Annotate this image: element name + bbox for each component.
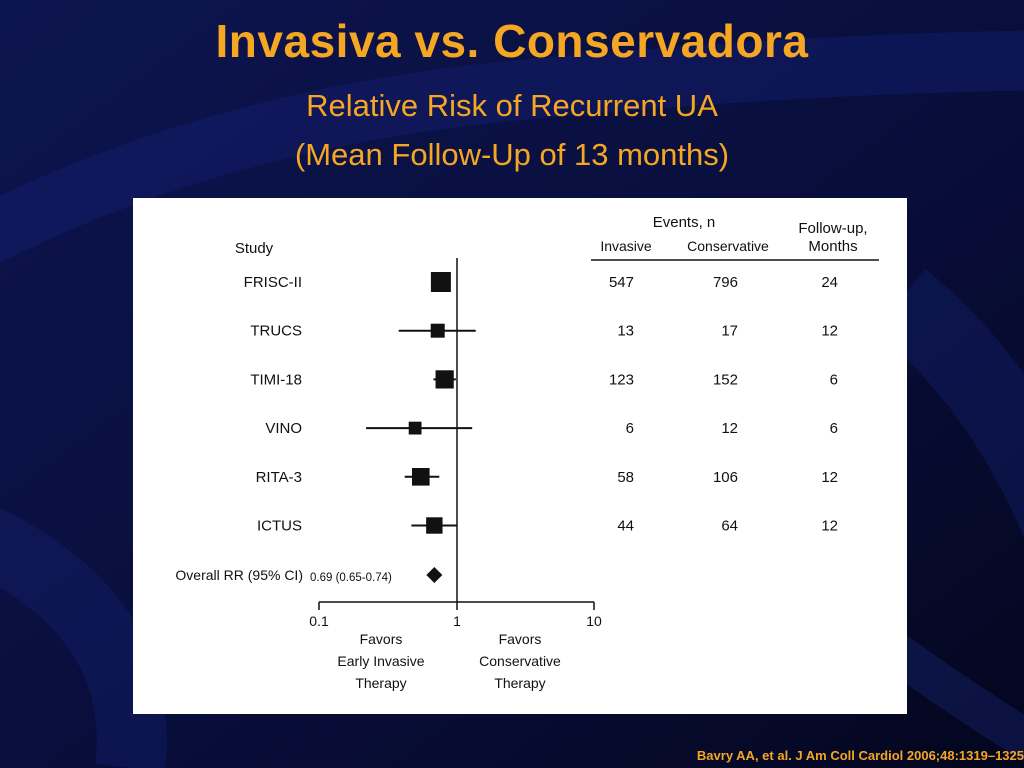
header-followup-2: Months bbox=[808, 238, 857, 255]
header-invasive: Invasive bbox=[600, 238, 652, 254]
followup-trucs: 12 bbox=[821, 323, 838, 340]
study-label-vino: VINO bbox=[265, 420, 302, 437]
slide-title: Invasiva vs. Conservadora bbox=[215, 15, 809, 67]
forest-plot-panel: Study Events, n Invasive Conservative Fo… bbox=[133, 198, 907, 714]
citation: Bavry AA, et al. J Am Coll Cardiol 2006;… bbox=[696, 748, 1024, 763]
point-timi-18 bbox=[435, 370, 454, 389]
point-vino bbox=[408, 421, 422, 435]
study-label-ictus: ICTUS bbox=[257, 518, 302, 535]
point-ictus bbox=[426, 517, 443, 534]
header-events: Events, n bbox=[653, 214, 716, 231]
favors-left-2: Early Invasive bbox=[337, 653, 424, 669]
header-conservative: Conservative bbox=[687, 238, 769, 254]
header-followup-1: Follow-up, bbox=[798, 220, 867, 237]
overall-value-text: 0.69 (0.65-0.74) bbox=[310, 572, 392, 584]
followup-timi-18: 6 bbox=[830, 371, 838, 388]
conservative-ictus: 64 bbox=[721, 518, 738, 535]
invasive-frisc-ii: 547 bbox=[609, 274, 634, 291]
slide-subtitle-line2: (Mean Follow-Up of 13 months) bbox=[294, 137, 730, 172]
followup-frisc-ii: 24 bbox=[821, 274, 838, 291]
invasive-rita-3: 58 bbox=[617, 469, 634, 486]
point-frisc-ii bbox=[430, 272, 451, 292]
conservative-vino: 12 bbox=[721, 420, 738, 437]
invasive-vino: 6 bbox=[626, 420, 634, 437]
conservative-trucs: 17 bbox=[721, 323, 738, 340]
favors-right-1: Favors bbox=[499, 631, 542, 647]
followup-vino: 6 bbox=[830, 420, 838, 437]
point-rita-3 bbox=[411, 468, 430, 486]
conservative-timi-18: 152 bbox=[713, 371, 738, 388]
followup-ictus: 12 bbox=[821, 518, 838, 535]
study-label-frisc-ii: FRISC-II bbox=[244, 274, 302, 291]
favors-left-3: Therapy bbox=[355, 675, 406, 691]
favors-right-2: Conservative bbox=[479, 653, 561, 669]
x-tick-label-1: 1 bbox=[453, 613, 461, 629]
header-study: Study bbox=[235, 240, 274, 257]
x-tick-label-10: 10 bbox=[586, 613, 602, 629]
invasive-trucs: 13 bbox=[617, 323, 634, 340]
overall-diamond bbox=[426, 567, 443, 583]
followup-rita-3: 12 bbox=[821, 469, 838, 486]
point-trucs bbox=[430, 323, 445, 338]
invasive-ictus: 44 bbox=[617, 518, 634, 535]
overall-label: Overall RR (95% CI) bbox=[175, 567, 303, 583]
study-rows: FRISC-II 547 796 24 TRUCS 13 17 12 TIMI-18 123 152… bbox=[244, 272, 838, 583]
x-tick-label-0.1: 0.1 bbox=[309, 613, 329, 629]
study-label-trucs: TRUCS bbox=[250, 323, 302, 340]
study-label-timi-18: TIMI-18 bbox=[250, 371, 302, 388]
conservative-rita-3: 106 bbox=[713, 469, 738, 486]
favors-left-1: Favors bbox=[360, 631, 403, 647]
study-label-rita-3: RITA-3 bbox=[256, 469, 302, 486]
invasive-timi-18: 123 bbox=[609, 371, 634, 388]
slide-subtitle-line1: Relative Risk of Recurrent UA bbox=[306, 88, 718, 123]
conservative-frisc-ii: 796 bbox=[713, 274, 738, 291]
forest-plot: Study Events, n Invasive Conservative Fo… bbox=[175, 214, 879, 691]
favors-right-3: Therapy bbox=[494, 675, 545, 691]
